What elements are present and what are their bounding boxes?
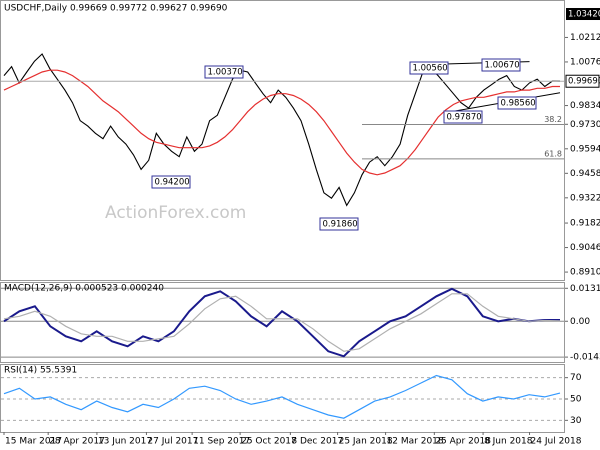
y-tick-label: 70 [570,373,582,383]
x-tick-label: 12 Mar 2018 [387,437,444,447]
annotation: 0.97870 [447,113,482,123]
y-tick-label: 30 [570,416,582,426]
annotation-box [481,58,521,72]
annotation-box [319,217,359,231]
annotation: 0.94200 [155,178,190,188]
watermark: ActionForex.com [105,203,246,223]
annotation: 1.00670 [485,61,520,71]
x-tick-label: 25 Apr 2018 [435,437,491,447]
annotation: 0.91860 [323,220,358,230]
macd-panel [0,282,565,363]
high-label-box [566,8,600,21]
annotation-box [443,110,483,124]
y-tick-label: 0.013184 [570,284,600,294]
rsi-panel [0,364,565,433]
series-line [3,69,560,176]
y-tick-label: 0.89100 [570,268,600,278]
series-line [3,287,560,358]
x-tick-label: 15 Mar 2017 [5,437,62,447]
series-line [3,53,561,207]
y-tick-label: -0.014339 [570,353,600,363]
annotation: 1.00370 [208,68,243,78]
annotation: 0.98560 [501,99,536,109]
x-tick-label: 24 Jul 2018 [531,437,582,447]
annotation-box [409,61,449,75]
panel-title: USDCHF,Daily 0.99669 0.99772 0.99627 0.9… [4,4,228,14]
last-price-box [565,74,600,88]
y-tick-label: 1.02120 [570,33,600,43]
high-label: 1.03420 [568,10,600,20]
x-tick-label: 11 Sep 2017 [193,437,250,447]
y-tick-label: 0.00 [570,317,590,327]
annotation-box [497,96,537,110]
x-tick-label: 8 Dec 2017 [291,437,343,447]
panel-title: MACD(12,26,9) 0.000523 0.000240 [4,284,164,294]
x-tick-label: 13 Jun 2017 [98,437,152,447]
last-price-label: 0.99690 [568,77,600,87]
panel-title: RSI(14) 55.5391 [4,366,77,376]
series-line [3,293,561,352]
x-tick-label: 27 Jul 2017 [147,437,198,447]
fib-label: 61.8 [544,149,562,158]
fib-label: 38.2 [544,115,562,124]
x-tick-label: 28 Apr 2017 [49,437,105,447]
main-panel [0,0,565,281]
annotation: 1.00560 [413,64,448,74]
x-tick-label: 25 Oct 2017 [241,437,297,447]
annotation-box [204,65,244,79]
x-tick-label: 25 Jan 2018 [339,437,393,447]
annotation-box [151,175,191,189]
y-tick-label: 50 [570,395,582,405]
x-tick-label: 8 Jun 2018 [484,437,533,447]
series-line [3,374,561,419]
